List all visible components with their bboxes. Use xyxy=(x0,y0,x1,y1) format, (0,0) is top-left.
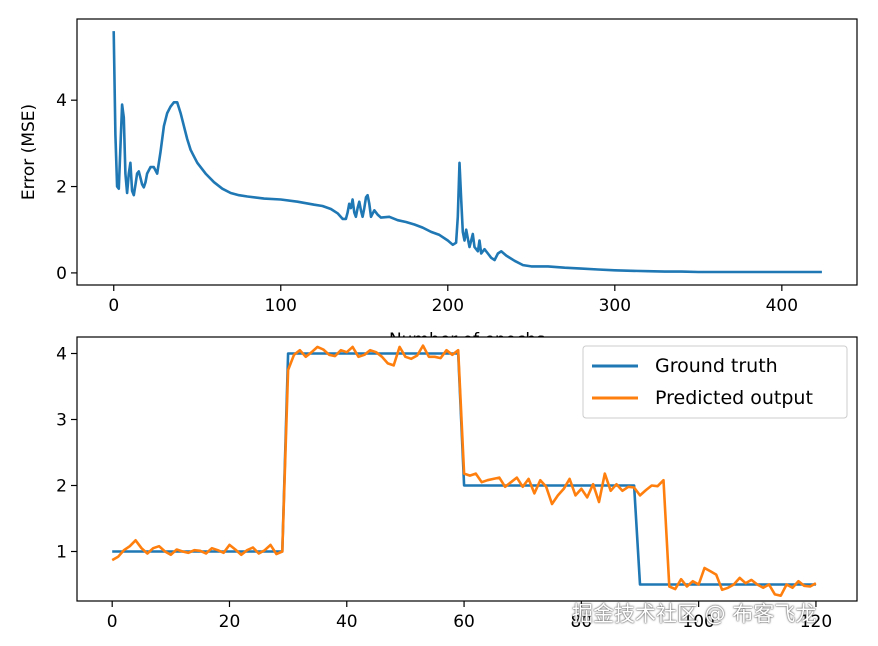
prediction-y-tick-label: 3 xyxy=(56,411,67,431)
prediction-x-tick-label: 20 xyxy=(219,612,241,632)
legend-label-predicted-output: Predicted output xyxy=(655,387,813,409)
error-x-tick-label: 0 xyxy=(108,296,119,316)
prediction-x-tick-label: 60 xyxy=(453,612,475,632)
error-x-ticks: 0 100 200 300 400 xyxy=(108,285,798,316)
error-series-line-1 xyxy=(112,31,822,274)
error-x-tick-label: 200 xyxy=(432,296,464,316)
prediction-y-tick-label: 1 xyxy=(56,543,67,563)
legend-box xyxy=(582,345,848,419)
watermark: 掘金技术社区 @ 布客飞龙 xyxy=(572,602,817,626)
error-y-tick-label: 4 xyxy=(56,91,67,111)
prediction-series-line-2 xyxy=(111,344,817,598)
legend-label-ground-truth: Ground truth xyxy=(655,355,778,377)
error-series-group xyxy=(112,31,822,274)
error-x-tick-label: 300 xyxy=(599,296,631,316)
error-x-tick-label: 400 xyxy=(766,296,798,316)
prediction-x-tick-label: 40 xyxy=(336,612,358,632)
prediction-x-tick-label: 80 xyxy=(571,612,593,632)
prediction-plot: 0 20 40 60 80 100 120 1 2 3 4 Ground truth Predic… xyxy=(56,336,858,632)
error-x-tick-label: 100 xyxy=(265,296,297,316)
error-y-tick-label: 0 xyxy=(56,264,67,284)
prediction-x-ticks: 0 20 40 60 80 100 120 xyxy=(107,601,832,632)
error-y-ticks: 0 2 4 xyxy=(56,91,77,284)
error-plot-frame xyxy=(76,18,858,286)
prediction-y-ticks: 1 2 3 4 xyxy=(56,345,77,563)
error-y-tick-label: 2 xyxy=(56,178,67,198)
legend: Ground truth Predicted output xyxy=(582,345,848,419)
error-y-axis-label: Error (MSE) xyxy=(19,104,39,200)
prediction-x-tick-label: 100 xyxy=(682,612,714,632)
prediction-series-group xyxy=(111,344,817,598)
prediction-x-tick-label: 0 xyxy=(107,612,118,632)
prediction-x-tick-label: 120 xyxy=(800,612,832,632)
prediction-y-tick-label: 4 xyxy=(56,345,67,365)
prediction-y-tick-label: 2 xyxy=(56,477,67,497)
